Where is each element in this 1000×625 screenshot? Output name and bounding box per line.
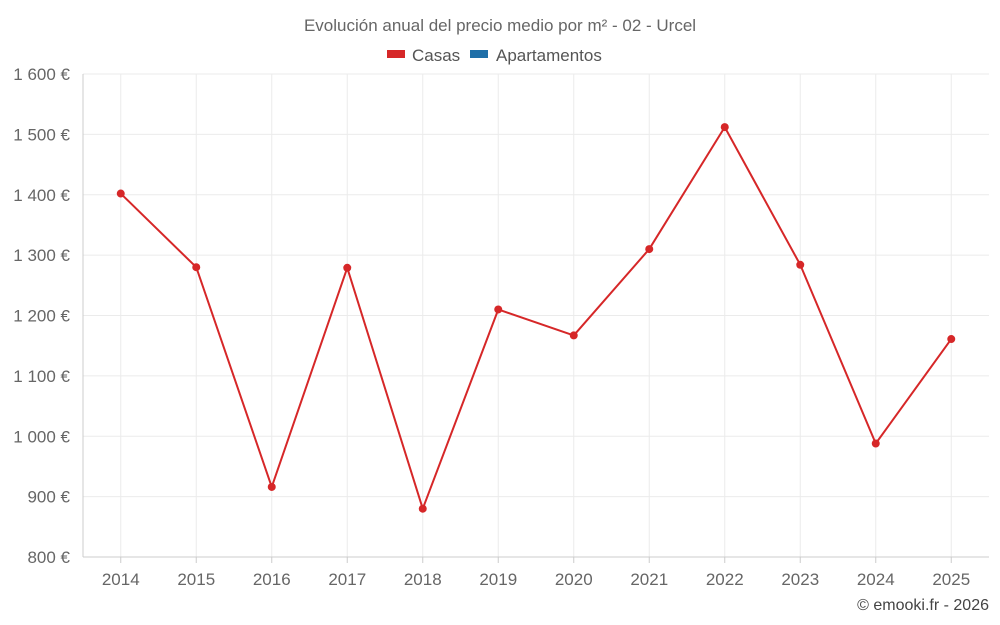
- x-tick-label: 2022: [706, 570, 744, 589]
- x-axis-ticks: 2014 2015 2016 2017 2018 2019 2020 2021 2022 2023…: [102, 557, 970, 589]
- x-tick-label: 2018: [404, 570, 442, 589]
- chart-title: Evolución anual del precio medio por m² …: [304, 16, 696, 35]
- data-point[interactable]: [343, 263, 352, 272]
- legend-swatch-apartamentos: [470, 50, 488, 58]
- data-point[interactable]: [192, 263, 201, 272]
- grid: [82, 73, 989, 558]
- data-point[interactable]: [947, 335, 956, 344]
- y-tick-label: 800 €: [27, 548, 70, 567]
- y-tick-label: 1 100 €: [13, 367, 70, 386]
- series-line-casas: [120, 126, 953, 510]
- y-tick-label: 1 600 €: [13, 65, 70, 84]
- y-tick-label: 1 200 €: [13, 307, 70, 326]
- y-tick-label: 1 000 €: [13, 427, 70, 446]
- y-tick-label: 1 500 €: [13, 125, 70, 144]
- data-point[interactable]: [267, 482, 276, 491]
- x-tick-label: 2016: [253, 570, 291, 589]
- x-tick-label: 2024: [857, 570, 895, 589]
- series-casas: [116, 123, 956, 513]
- x-tick-label: 2020: [555, 570, 593, 589]
- x-tick-label: 2023: [781, 570, 819, 589]
- credit-text: © emooki.fr - 2026: [857, 597, 989, 614]
- legend-label-casas[interactable]: Casas: [412, 46, 460, 65]
- legend-label-apartamentos[interactable]: Apartamentos: [496, 46, 602, 65]
- y-axis-ticks: 800 € 900 € 1 000 € 1 100 € 1 200 € 1 300 € 1 …: [13, 65, 70, 567]
- x-tick-label: 2025: [932, 570, 970, 589]
- data-point[interactable]: [116, 189, 125, 198]
- y-tick-label: 900 €: [27, 488, 70, 507]
- x-tick-label: 2015: [177, 570, 215, 589]
- x-tick-label: 2017: [328, 570, 366, 589]
- x-tick-label: 2019: [479, 570, 517, 589]
- data-point[interactable]: [494, 305, 503, 314]
- data-point[interactable]: [871, 439, 880, 448]
- legend-swatch-casas: [387, 50, 405, 58]
- x-tick-label: 2014: [102, 570, 140, 589]
- y-tick-label: 1 300 €: [13, 246, 70, 265]
- data-point[interactable]: [645, 245, 654, 254]
- legend: Casas Apartamentos: [387, 46, 602, 65]
- data-point[interactable]: [418, 504, 427, 513]
- x-tick-label: 2021: [630, 570, 668, 589]
- data-point[interactable]: [720, 123, 729, 132]
- y-tick-label: 1 400 €: [13, 186, 70, 205]
- data-point[interactable]: [569, 331, 578, 340]
- data-point[interactable]: [796, 260, 805, 269]
